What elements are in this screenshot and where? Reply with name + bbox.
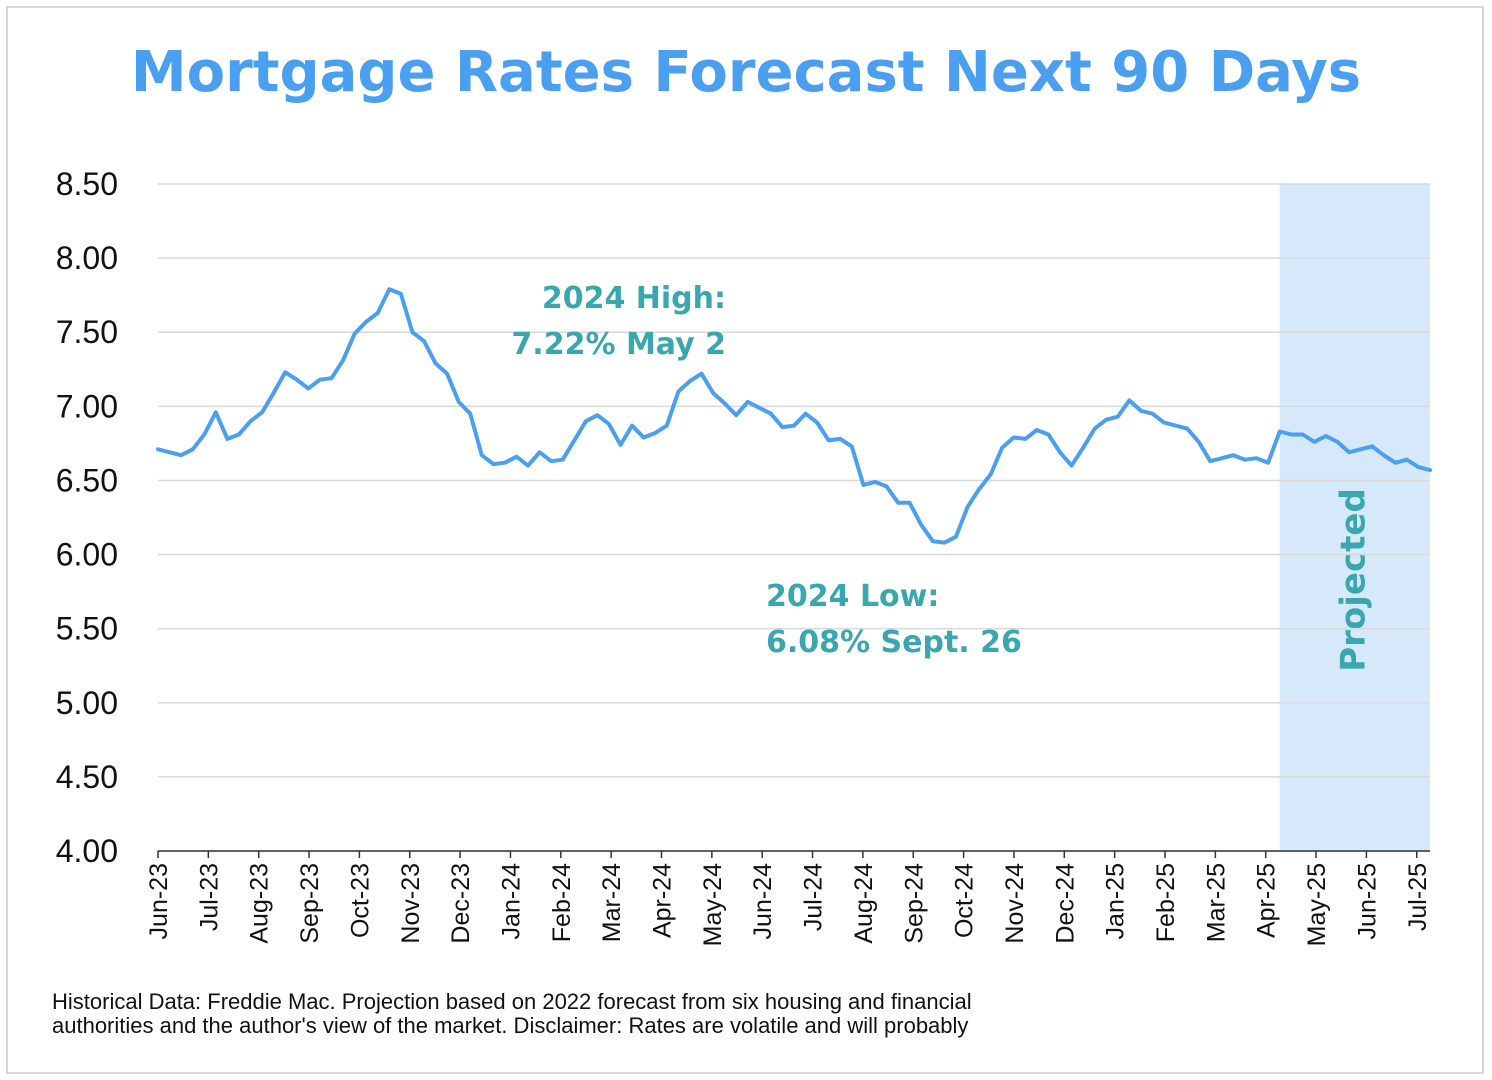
x-tick-label-May-24: May-24 — [699, 863, 727, 946]
x-tick-label-Dec-23: Dec-23 — [447, 863, 475, 944]
x-tick-label-Jul-23: Jul-23 — [195, 863, 223, 931]
y-tick-label-5.50: 5.50 — [56, 611, 118, 647]
x-tick-label-Jul-25: Jul-25 — [1404, 863, 1432, 931]
annotations: 2024 High: 7.22% May 2 2024 Low: 6.08% Sept… — [511, 281, 1021, 660]
x-tick-label-Aug-23: Aug-23 — [246, 863, 274, 944]
y-tick-label-8.50: 8.50 — [56, 166, 118, 202]
x-tick-label-Jul-24: Jul-24 — [800, 863, 828, 931]
x-tick-label-Jan-24: Jan-24 — [497, 863, 525, 940]
y-tick-label-6.00: 6.00 — [56, 537, 118, 573]
y-tick-label-6.50: 6.50 — [56, 462, 118, 498]
x-tick-label-Jun-24: Jun-24 — [749, 863, 777, 940]
annotation-line: 7.22% May 2 — [511, 327, 726, 362]
projected-band-layer: Projected — [1279, 184, 1430, 851]
x-tick-label-Mar-24: Mar-24 — [598, 863, 626, 942]
x-tick-label-Sep-23: Sep-23 — [296, 863, 324, 944]
y-tick-label-8.00: 8.00 — [56, 240, 118, 276]
x-tick-label-Jun-23: Jun-23 — [145, 863, 173, 939]
x-tick-label-Apr-25: Apr-25 — [1253, 863, 1281, 938]
y-tick-label-4.50: 4.50 — [56, 759, 118, 795]
annotation-2024-high: 2024 High: 7.22% May 2 — [511, 281, 726, 362]
footnote-line-1: Historical Data: Freddie Mac. Projection… — [52, 989, 972, 1014]
annotation-line: 6.08% Sept. 26 — [766, 625, 1022, 660]
x-tick-label-Jun-25: Jun-25 — [1353, 863, 1381, 939]
x-tick-label-Oct-24: Oct-24 — [951, 863, 979, 938]
rate-line — [156, 287, 1432, 545]
annotation-line: 2024 High: — [542, 281, 726, 316]
annotation-line: 2024 Low: — [766, 579, 939, 614]
x-tick-label-Dec-24: Dec-24 — [1051, 863, 1079, 944]
y-axis-tick-labels: 8.50 8.00 7.50 7.00 6.50 6.00 5.50 5.00 4.50 4.00 — [56, 166, 118, 869]
x-tick-label-Aug-24: Aug-24 — [850, 863, 878, 944]
y-tick-label-7.00: 7.00 — [56, 388, 118, 424]
y-tick-label-7.50: 7.50 — [56, 314, 118, 350]
x-tick-label-Feb-25: Feb-25 — [1152, 863, 1180, 942]
x-tick-label-Feb-24: Feb-24 — [548, 863, 576, 942]
annotation-2024-low: 2024 Low: 6.08% Sept. 26 — [766, 579, 1022, 660]
x-tick-label-May-25: May-25 — [1303, 863, 1331, 946]
x-tick-label-Nov-23: Nov-23 — [397, 863, 425, 944]
x-tick-label-Oct-23: Oct-23 — [346, 863, 374, 938]
y-tick-label-5.00: 5.00 — [56, 685, 118, 721]
x-tick-label-Mar-25: Mar-25 — [1202, 863, 1230, 942]
x-axis — [157, 850, 1430, 858]
x-tick-label-Nov-24: Nov-24 — [1001, 863, 1029, 944]
gridlines — [158, 183, 1430, 852]
x-tick-label-Sep-24: Sep-24 — [900, 863, 928, 944]
y-tick-label-4.00: 4.00 — [56, 833, 118, 869]
x-axis-tick-labels: Jun-23 Jul-23 Aug-23 Sep-23 Oct-23 Nov-23 Dec-… — [145, 863, 1432, 946]
x-tick-label-Apr-24: Apr-24 — [649, 863, 677, 938]
series-layer — [156, 287, 1432, 545]
chart-title: Mortgage Rates Forecast Next 90 Days — [130, 40, 1362, 105]
projected-band — [1279, 184, 1430, 851]
footnote: Historical Data: Freddie Mac. Projection… — [52, 990, 1172, 1038]
x-tick-label-Jan-25: Jan-25 — [1102, 863, 1130, 939]
projected-label: Projected — [1333, 488, 1373, 672]
footnote-line-2: authorities and the author's view of the… — [52, 1013, 969, 1038]
